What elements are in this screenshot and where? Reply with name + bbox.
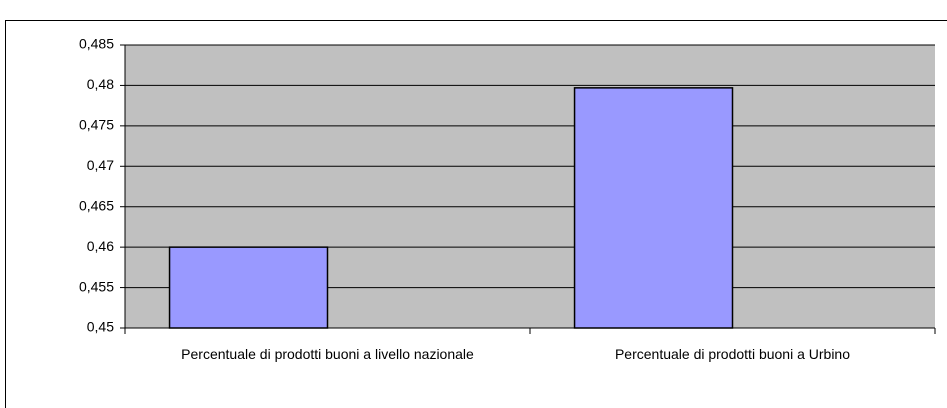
y-tick-label: 0,48 — [87, 76, 114, 92]
y-tick-label: 0,47 — [87, 157, 114, 173]
y-tick-label: 0,465 — [79, 197, 114, 213]
x-tick-label: Percentuale di prodotti buoni a Urbino — [614, 346, 851, 362]
y-tick-label: 0,45 — [87, 319, 114, 335]
x-tick-label: Percentuale di prodotti buoni a livello … — [181, 346, 474, 362]
y-tick-label: 0,485 — [79, 36, 114, 52]
y-tick-label: 0,455 — [79, 278, 114, 294]
bar — [573, 87, 734, 329]
bar — [168, 246, 329, 329]
y-tick-label: 0,46 — [87, 238, 114, 254]
y-tick-label: 0,475 — [79, 117, 114, 133]
